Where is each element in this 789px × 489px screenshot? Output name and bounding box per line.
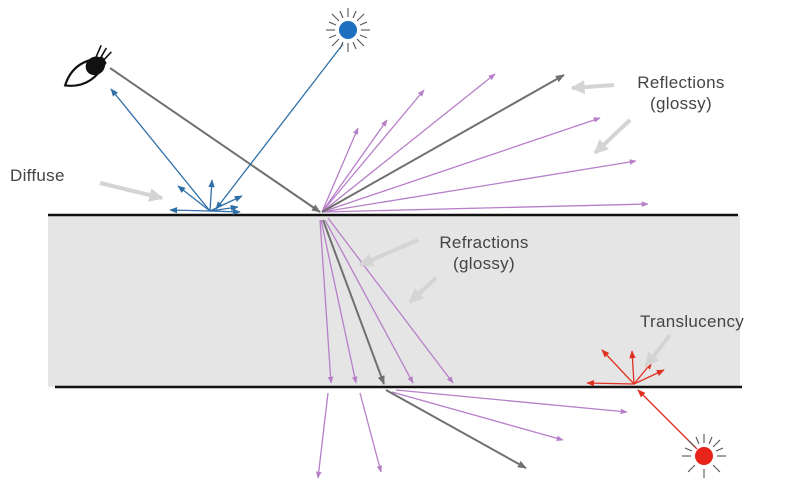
material-slab xyxy=(48,215,740,387)
exit-ray xyxy=(385,389,527,469)
light-source-icon xyxy=(326,8,370,52)
red-light-ray xyxy=(637,389,698,450)
incoming-view-ray xyxy=(109,67,321,213)
glossy-reflection-rays xyxy=(321,73,649,213)
diffuse-to-eye-ray xyxy=(110,88,211,212)
refractions-label: Refractions (glossy) xyxy=(414,232,554,274)
refractions-pointer-arrow-2 xyxy=(408,276,438,304)
transmitted-rays xyxy=(315,389,628,479)
diffuse-rays xyxy=(110,43,344,215)
refractions-label-line2: (glossy) xyxy=(453,254,515,273)
diffuse-label: Diffuse xyxy=(10,166,65,185)
refractions-label-line1: Refractions xyxy=(439,233,529,252)
reflections-pointer-arrow-1 xyxy=(570,80,615,95)
reflections-label-line2: (glossy) xyxy=(650,94,712,113)
refractions-pointer-arrow-1 xyxy=(358,238,419,267)
translucency-pointer-arrow xyxy=(644,333,672,368)
glossy-refraction-rays xyxy=(319,217,454,384)
eye-icon xyxy=(63,45,112,87)
blue-light-ray xyxy=(215,43,344,210)
reflections-pointer-arrow-2 xyxy=(593,118,632,155)
refracted-ray xyxy=(322,219,385,385)
specular-path-rays xyxy=(109,67,565,469)
light-source-icon xyxy=(682,434,726,478)
pointer-arrows xyxy=(99,80,672,368)
reflections-label-line1: Reflections xyxy=(637,73,725,92)
mirror-reflection-ray xyxy=(321,74,565,213)
reflections-label: Reflections (glossy) xyxy=(612,72,750,114)
diffuse-pointer-arrow xyxy=(99,181,164,202)
translucency-label: Translucency xyxy=(640,312,745,331)
